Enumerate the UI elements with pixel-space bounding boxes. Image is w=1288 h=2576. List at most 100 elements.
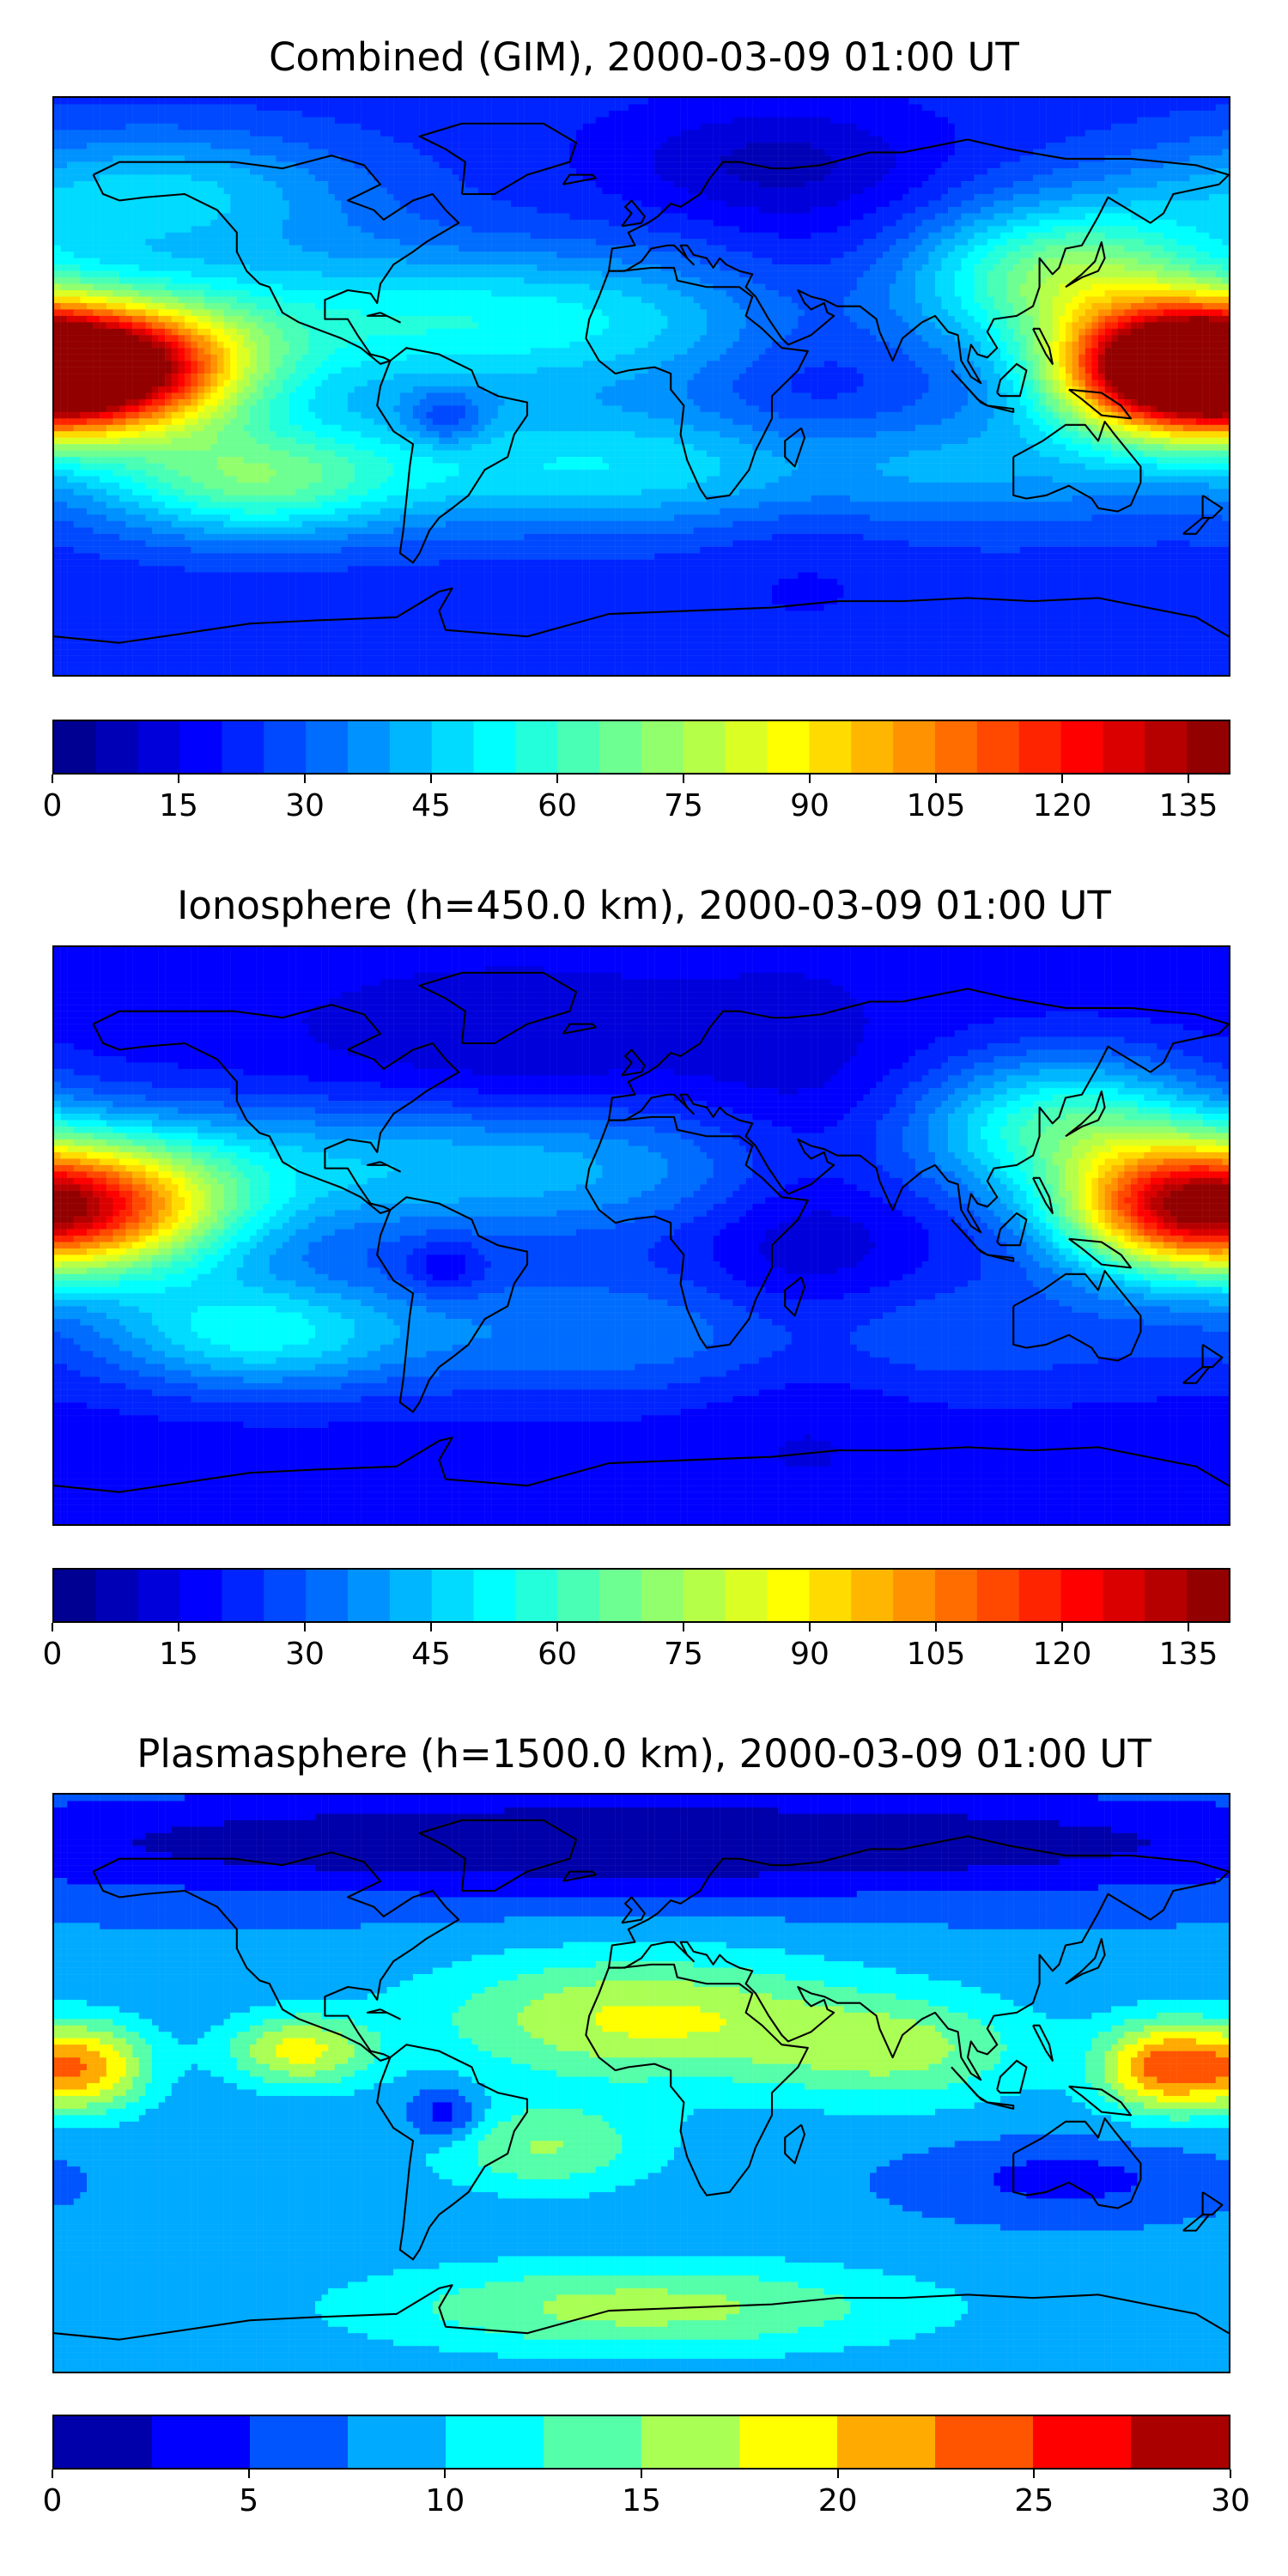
- heatmap-cell: [654, 155, 661, 162]
- heatmap-cell: [1150, 219, 1157, 227]
- heatmap-cell: [1091, 187, 1099, 195]
- heatmap-cell: [805, 226, 811, 233]
- heatmap-cell: [217, 213, 224, 221]
- heatmap-cell: [732, 174, 740, 182]
- heatmap-cell: [399, 104, 407, 112]
- heatmap-cell: [823, 232, 831, 240]
- heatmap-cell: [263, 213, 270, 221]
- heatmap-cell: [295, 270, 302, 278]
- heatmap-cell: [700, 226, 708, 233]
- heatmap-cell: [843, 110, 851, 118]
- heatmap-cell: [1117, 264, 1125, 271]
- heatmap-cell: [1039, 136, 1047, 143]
- heatmap-cell: [1170, 194, 1177, 201]
- heatmap-cell: [439, 155, 447, 162]
- heatmap-cell: [1098, 117, 1105, 125]
- heatmap-cell: [1222, 252, 1229, 258]
- heatmap-cell: [511, 104, 518, 112]
- heatmap-cell: [158, 104, 166, 112]
- heatmap-cell: [1157, 232, 1164, 240]
- heatmap-cell: [1215, 226, 1223, 233]
- heatmap-cell: [138, 239, 146, 246]
- heatmap-cell: [1196, 123, 1203, 131]
- heatmap-cell: [1078, 123, 1085, 131]
- heatmap-cell: [726, 239, 733, 246]
- heatmap-cell: [256, 219, 264, 227]
- heatmap-cell: [595, 143, 603, 149]
- heatmap-cell: [981, 264, 987, 271]
- heatmap-cell: [185, 219, 191, 227]
- heatmap-cell: [1066, 98, 1072, 105]
- heatmap-cell: [745, 181, 753, 188]
- heatmap-cell: [301, 104, 309, 112]
- heatmap-cell: [693, 213, 701, 221]
- heatmap-cell: [132, 239, 139, 246]
- heatmap-cell: [576, 110, 583, 118]
- heatmap-cell: [452, 226, 459, 233]
- heatmap-cell: [628, 245, 635, 252]
- heatmap-cell: [393, 219, 400, 227]
- heatmap-cell: [837, 130, 844, 137]
- heatmap-cell: [1000, 245, 1007, 252]
- heatmap-cell: [615, 181, 623, 188]
- heatmap-cell: [152, 130, 159, 137]
- heatmap-cell: [805, 143, 811, 149]
- heatmap-cell: [1189, 136, 1197, 143]
- heatmap-cell: [145, 174, 153, 182]
- heatmap-cell: [152, 252, 159, 258]
- heatmap-cell: [341, 123, 349, 131]
- heatmap-cell: [439, 226, 447, 233]
- heatmap-cell: [145, 264, 153, 271]
- heatmap-cell: [185, 194, 191, 201]
- heatmap-cell: [478, 104, 485, 112]
- heatmap-cell: [1059, 104, 1066, 112]
- heatmap-cell: [524, 130, 531, 137]
- heatmap-cell: [622, 155, 629, 162]
- heatmap-cell: [1019, 213, 1027, 221]
- heatmap-cell: [471, 187, 479, 195]
- heatmap-cell: [1013, 98, 1020, 105]
- heatmap-cell: [954, 155, 962, 162]
- heatmap-cell: [1072, 149, 1079, 156]
- heatmap-cell: [654, 219, 661, 227]
- heatmap-cell: [921, 206, 929, 214]
- heatmap-cell: [446, 264, 453, 271]
- heatmap-cell: [328, 239, 335, 246]
- heatmap-cell: [426, 232, 433, 240]
- heatmap-cell: [67, 161, 74, 169]
- heatmap-cell: [1104, 206, 1112, 214]
- heatmap-cell: [67, 232, 74, 240]
- heatmap-cell: [1150, 194, 1157, 201]
- heatmap-cell: [726, 258, 733, 265]
- heatmap-cell: [119, 213, 126, 221]
- heatmap-cell: [544, 161, 550, 169]
- heatmap-cell: [544, 206, 550, 214]
- heatmap-cell: [974, 181, 981, 188]
- heatmap-cell: [367, 194, 374, 201]
- heatmap-cell: [191, 123, 198, 131]
- heatmap-cell: [315, 168, 322, 175]
- heatmap-cell: [1033, 168, 1040, 175]
- heatmap-cell: [250, 110, 257, 118]
- heatmap-cell: [100, 252, 106, 258]
- heatmap-cell: [250, 252, 257, 258]
- heatmap-cell: [112, 226, 120, 233]
- heatmap-cell: [791, 181, 799, 188]
- heatmap-cell: [171, 174, 179, 182]
- heatmap-cell: [856, 136, 864, 143]
- heatmap-cell: [197, 136, 204, 143]
- heatmap-cell: [413, 168, 420, 175]
- heatmap-cell: [243, 161, 251, 169]
- heatmap-cell: [752, 264, 759, 271]
- heatmap-cell: [223, 149, 231, 156]
- heatmap-cell: [1170, 98, 1177, 105]
- heatmap-cell: [171, 149, 179, 156]
- heatmap-cell: [550, 143, 557, 149]
- heatmap-cell: [1111, 187, 1118, 195]
- heatmap-cell: [863, 194, 871, 201]
- heatmap-cell: [1052, 245, 1060, 252]
- heatmap-cell: [80, 174, 88, 182]
- heatmap-cell: [439, 194, 447, 201]
- heatmap-cell: [517, 117, 525, 125]
- heatmap-cell: [1182, 174, 1190, 182]
